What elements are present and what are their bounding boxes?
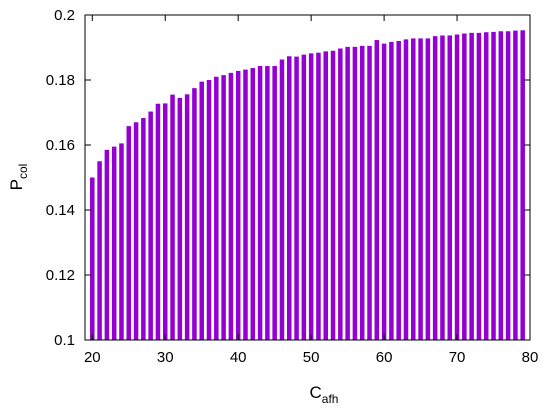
bar [483, 32, 489, 340]
x-tick-label: 80 [522, 349, 539, 366]
bar [520, 30, 525, 341]
bar [287, 56, 292, 340]
bar [352, 46, 358, 340]
bar [141, 118, 146, 340]
bar [90, 177, 95, 340]
x-tick-label: 70 [449, 349, 466, 366]
bar [505, 31, 511, 340]
x-tick-label: 60 [376, 349, 393, 366]
bar [162, 103, 168, 341]
bar [243, 69, 248, 340]
bar [272, 66, 277, 340]
bar [469, 32, 474, 341]
bar [367, 45, 372, 341]
bar [411, 38, 416, 341]
x-axis-label-main: C [310, 383, 322, 402]
bar [359, 45, 365, 341]
bar [111, 146, 117, 341]
x-tick-label: 20 [84, 349, 101, 366]
x-tick-label: 40 [230, 349, 247, 366]
y-tick-label: 0.14 [46, 202, 75, 219]
bar [498, 31, 504, 340]
bar [476, 32, 482, 341]
bar [265, 66, 270, 340]
bar [308, 53, 314, 340]
bar [126, 126, 132, 341]
bar [235, 70, 241, 341]
bar [279, 59, 285, 340]
bar [425, 38, 431, 341]
bar [432, 36, 438, 341]
bar [250, 67, 256, 340]
bar [330, 50, 336, 340]
x-tick-label: 50 [303, 349, 320, 366]
bar [184, 94, 190, 340]
bar [396, 41, 401, 340]
y-tick-label: 0.18 [46, 72, 75, 89]
bar [323, 51, 328, 341]
y-axis-label-sub: col [16, 164, 30, 179]
bar [155, 103, 161, 340]
bar [440, 35, 445, 340]
bar [338, 48, 343, 340]
y-tick-label: 0.1 [54, 332, 75, 349]
bar [513, 30, 518, 340]
bar [454, 34, 460, 340]
bar [104, 149, 110, 341]
bar [345, 46, 350, 340]
bar [294, 56, 299, 340]
bar-series [90, 30, 525, 341]
bar [97, 161, 102, 340]
x-tick-label: 30 [157, 349, 174, 366]
y-tick-label: 0.2 [54, 7, 75, 24]
bar [447, 35, 453, 340]
bar [228, 72, 234, 340]
bar [301, 54, 307, 341]
y-tick-label: 0.12 [46, 267, 75, 284]
y-tick-label: 0.16 [46, 137, 75, 154]
bar [381, 43, 387, 340]
bar [170, 94, 175, 340]
bar [133, 122, 139, 340]
axis-ticks: 20 30 40 50 60 70 80 0.1 0.12 0.14 0.16 0.18 0.2 [46, 7, 539, 366]
bar [418, 38, 423, 341]
bar [389, 41, 394, 340]
x-axis-label: Cafh [310, 383, 339, 406]
bar [257, 66, 263, 340]
bar [148, 111, 153, 340]
y-axis-label: Pcol [7, 164, 30, 191]
y-axis-label-main: P [7, 179, 26, 190]
bar [177, 97, 183, 340]
bar [462, 33, 467, 340]
bar [214, 76, 219, 340]
bar [199, 81, 204, 340]
bar [316, 52, 321, 340]
bar [221, 75, 226, 340]
x-axis-label-sub: afh [322, 392, 339, 406]
bar [403, 39, 409, 341]
bar [119, 143, 124, 341]
bar [491, 31, 496, 341]
plot-frame [84, 14, 531, 341]
bar [206, 80, 212, 340]
bar [192, 88, 197, 340]
bar [374, 40, 380, 340]
